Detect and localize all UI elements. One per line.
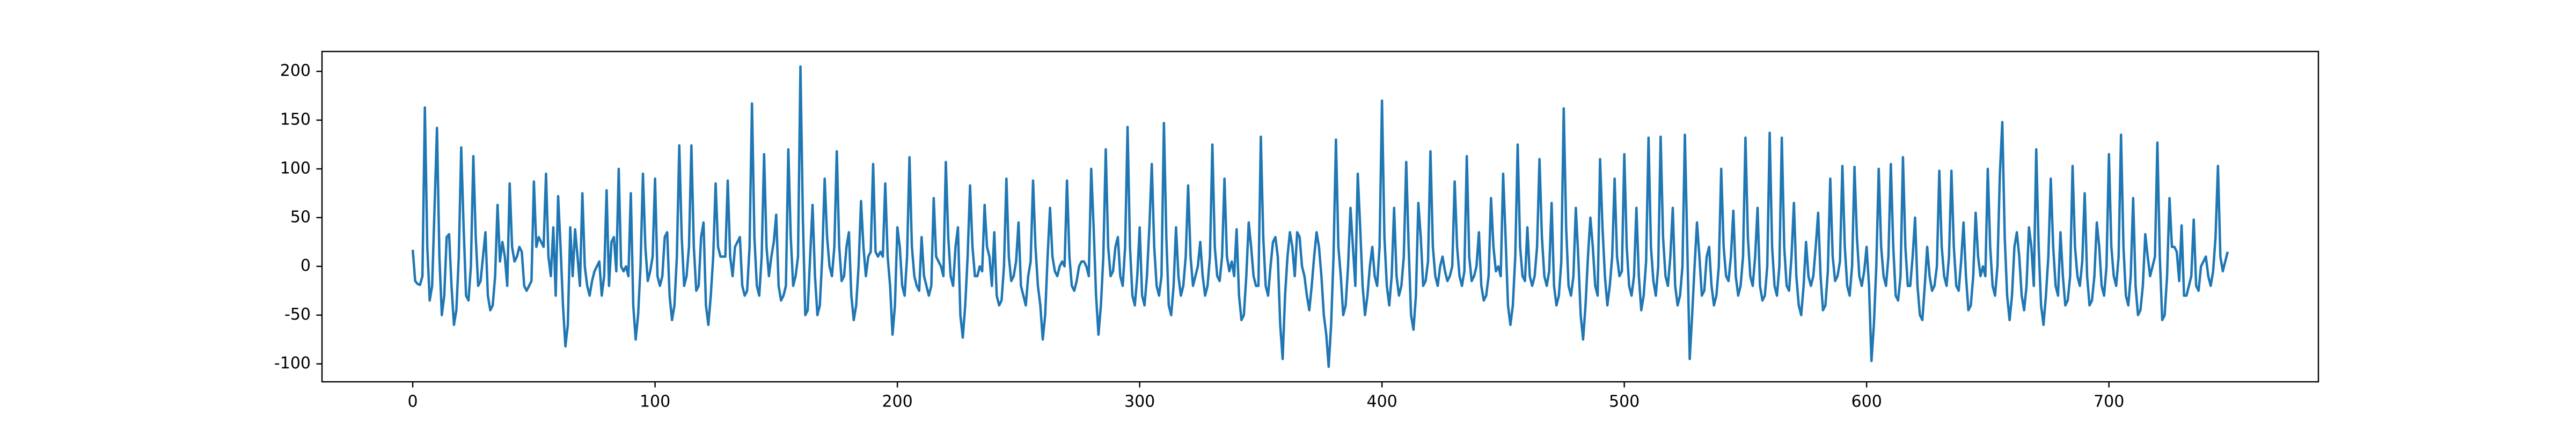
y-tick-label: 0: [301, 256, 311, 275]
y-tick-label: 50: [290, 208, 311, 226]
x-tick-label: 100: [640, 393, 670, 411]
y-tick-label: -100: [274, 354, 311, 373]
x-tick-label: 200: [882, 393, 912, 411]
y-tick-label: 150: [280, 110, 311, 129]
axes-frame: [321, 50, 2319, 383]
x-tick-label: 400: [1367, 393, 1397, 411]
x-tick-label: 600: [1851, 393, 1882, 411]
line-series: [411, 65, 2229, 368]
plot-area: [411, 65, 2229, 368]
x-tick-label: 0: [408, 393, 418, 411]
y-tick-label: 200: [280, 62, 311, 80]
y-tick-label: 100: [280, 159, 311, 177]
x-tick-label: 500: [1609, 393, 1640, 411]
y-tick-label: -50: [284, 305, 311, 324]
x-tick-label: 700: [2094, 393, 2124, 411]
x-tick-label: 300: [1124, 393, 1155, 411]
